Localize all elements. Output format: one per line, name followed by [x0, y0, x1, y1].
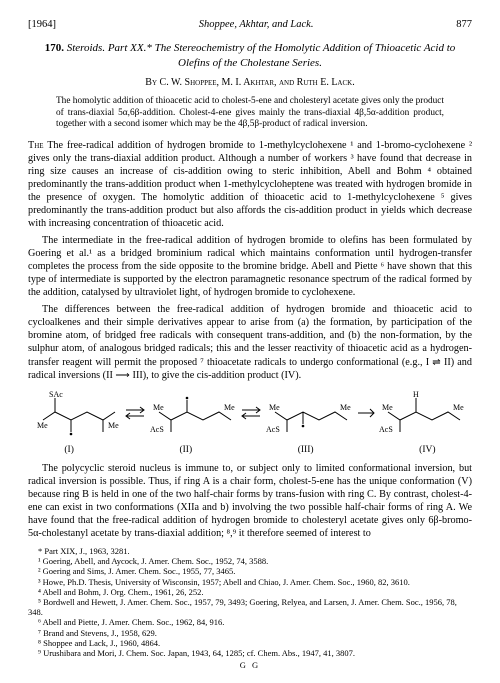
- ref-3: ³ Howe, Ph.D. Thesis, University of Wisc…: [28, 577, 472, 587]
- paragraph-3: The differences between the free-radical…: [28, 303, 472, 381]
- article-title: 170. Steroids. Part XX.* The Stereochemi…: [36, 41, 464, 71]
- equil-arrow-2: [240, 405, 262, 421]
- paragraph-4: The polycyclic steroid nucleus is immune…: [28, 462, 472, 540]
- ref-8: ⁸ Shoppee and Lack, J., 1960, 4864.: [28, 638, 472, 648]
- p1-text: The free-radical addition of hydrogen br…: [28, 140, 472, 229]
- signature-mark: G G: [28, 660, 472, 671]
- label-ii: (II): [179, 444, 192, 456]
- label-iii: (III): [298, 444, 314, 456]
- ref-6: ⁶ Abell and Piette, J. Amer. Chem. Soc.,…: [28, 617, 472, 627]
- svg-text:Me: Me: [382, 403, 393, 412]
- structure-iii: AcS Me Me: [265, 388, 353, 438]
- header-year: [1964]: [28, 18, 56, 31]
- label-i: (I): [64, 444, 74, 456]
- equil-arrow-1: [124, 405, 146, 421]
- reaction-scheme: SAc Me Me AcS Me Me AcS: [32, 388, 468, 438]
- article-title-text: Steroids. Part XX.* The Stereochemistry …: [67, 42, 456, 69]
- structure-i: SAc Me Me: [33, 388, 121, 438]
- svg-text:Me: Me: [153, 403, 164, 412]
- arrow-right: [356, 407, 376, 419]
- svg-text:AcS: AcS: [266, 425, 280, 434]
- structure-labels: (I) (II) (III) (IV): [38, 444, 462, 456]
- svg-text:Me: Me: [453, 403, 464, 412]
- svg-text:Me: Me: [108, 421, 119, 430]
- ref-4: ⁴ Abell and Bohm, J. Org. Chem., 1961, 2…: [28, 587, 472, 597]
- article-number: 170.: [45, 42, 64, 54]
- svg-text:SAc: SAc: [49, 390, 63, 399]
- structure-iv: AcS H Me Me: [378, 388, 466, 438]
- structure-ii: AcS Me Me: [149, 388, 237, 438]
- ref-7: ⁷ Brand and Stevens, J., 1958, 629.: [28, 628, 472, 638]
- ref-1: ¹ Goering, Abell, and Aycock, J. Amer. C…: [28, 556, 472, 566]
- svg-text:H: H: [413, 390, 419, 399]
- abstract: The homolytic addition of thioacetic aci…: [56, 96, 444, 131]
- svg-text:Me: Me: [37, 421, 48, 430]
- ref-2: ² Goering and Sims, J. Amer. Chem. Soc.,…: [28, 566, 472, 576]
- svg-text:AcS: AcS: [379, 425, 393, 434]
- header-running: Shoppee, Akhtar, and Lack.: [199, 18, 314, 31]
- svg-text:AcS: AcS: [150, 425, 164, 434]
- ref-star: * Part XIX, J., 1963, 3281.: [28, 546, 472, 556]
- svg-text:Me: Me: [269, 403, 280, 412]
- references: * Part XIX, J., 1963, 3281. ¹ Goering, A…: [28, 546, 472, 658]
- paragraph-2: The intermediate in the free-radical add…: [28, 234, 472, 299]
- authors-line: By C. W. Shoppee, M. I. Akhtar, and Ruth…: [28, 77, 472, 90]
- running-header: [1964] Shoppee, Akhtar, and Lack. 877: [28, 18, 472, 31]
- paragraph-1: The The free-radical addition of hydroge…: [28, 139, 472, 230]
- ref-5: ⁵ Bordwell and Hewett, J. Amer. Chem. So…: [28, 597, 472, 617]
- svg-text:Me: Me: [340, 403, 351, 412]
- label-iv: (IV): [419, 444, 435, 456]
- header-page: 877: [456, 18, 472, 31]
- ref-9: ⁹ Urushibara and Mori, J. Chem. Soc. Jap…: [28, 648, 472, 658]
- svg-text:Me: Me: [224, 403, 235, 412]
